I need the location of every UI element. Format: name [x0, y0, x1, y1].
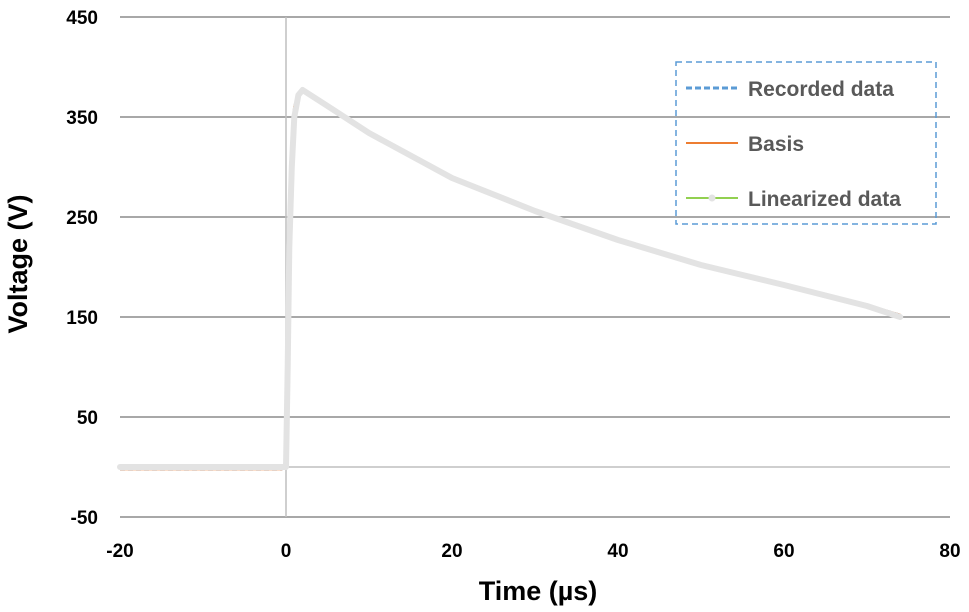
legend: Recorded data Basis Linearized data: [675, 61, 937, 225]
x-tick-label: 0: [281, 541, 292, 562]
x-tick-labels: -20 0 20 40 60 80: [106, 541, 960, 562]
y-tick-label: 250: [66, 208, 98, 229]
legend-label: Linearized data: [748, 188, 901, 211]
x-tick-label: -20: [106, 541, 133, 562]
legend-marker: [708, 194, 716, 202]
y-axis-title: Voltage (V): [3, 194, 33, 333]
legend-box: [675, 61, 937, 225]
y-tick-label: 350: [66, 108, 98, 129]
gridlines: [120, 16, 950, 518]
x-tick-label: 20: [441, 541, 462, 562]
y-tick-label: 150: [66, 308, 98, 329]
y-tick-label: -50: [71, 508, 98, 529]
x-tick-label: 40: [607, 541, 628, 562]
legend-label: Recorded data: [748, 78, 894, 101]
x-tick-label: 60: [773, 541, 794, 562]
x-tick-label: 80: [939, 541, 960, 562]
linearized-data-marker-trace: [117, 87, 904, 470]
y-tick-label: 50: [77, 408, 98, 429]
legend-label: Basis: [748, 133, 804, 156]
x-axis-title: Time (µs): [479, 576, 598, 606]
y-tick-label: 450: [66, 8, 98, 29]
y-tick-labels: -50 50 150 250 350 450: [66, 8, 98, 529]
series-group: [117, 87, 904, 471]
